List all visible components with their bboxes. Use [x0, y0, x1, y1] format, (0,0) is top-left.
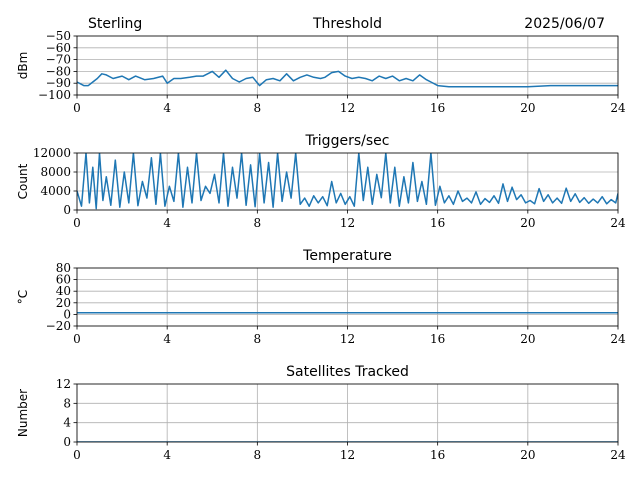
y-tick-label: 8000 — [40, 165, 71, 179]
y-axis-label-satellites: Number — [16, 389, 30, 437]
x-tick-label: 16 — [430, 101, 445, 115]
y-tick-label: −60 — [46, 41, 71, 55]
x-tick-label: 4 — [163, 101, 171, 115]
x-tick-label: 20 — [520, 101, 535, 115]
y-tick-label: 0 — [63, 435, 71, 449]
y-tick-label: −70 — [46, 53, 71, 67]
y-tick-label: 12 — [56, 377, 71, 391]
x-tick-label: 24 — [610, 216, 626, 230]
y-tick-label: −20 — [46, 319, 71, 333]
x-tick-label: 0 — [73, 101, 81, 115]
y-tick-label: 4000 — [40, 184, 71, 198]
y-tick-label: 20 — [56, 296, 71, 310]
chart-satellites: 0 4 8 12 16 20 24 0 4 8 12 Satellites Tracked Number — [16, 364, 626, 462]
y-tick-label: −90 — [46, 76, 71, 90]
y-axis-label-threshold: dBm — [16, 52, 30, 80]
y-tick-label: 40 — [56, 284, 71, 298]
y-tick-label: −100 — [38, 88, 71, 102]
y-tick-label: −80 — [46, 64, 71, 78]
x-tick-label: 20 — [520, 448, 535, 462]
y-tick-label: −50 — [46, 29, 71, 43]
x-tick-label: 20 — [520, 216, 535, 230]
y-tick-label: 0 — [63, 307, 71, 321]
x-tick-label: 4 — [163, 216, 171, 230]
x-tick-label: 16 — [430, 216, 445, 230]
x-tick-label: 24 — [610, 332, 626, 346]
chart-title-temperature: Temperature — [302, 248, 392, 264]
x-tick-label: 12 — [340, 448, 355, 462]
x-tick-label: 8 — [254, 216, 262, 230]
x-tick-label: 24 — [610, 101, 626, 115]
chart-triggers: 0 4 8 12 16 20 24 0 4000 8000 12000 Triggers/sec Cou… — [16, 133, 626, 230]
x-tick-label: 8 — [254, 448, 262, 462]
x-tick-label: 8 — [254, 101, 262, 115]
y-tick-label: 60 — [56, 273, 71, 287]
chart-title-satellites: Satellites Tracked — [286, 364, 409, 380]
x-tick-label: 0 — [73, 332, 81, 346]
series-line-triggers — [77, 153, 618, 210]
x-tick-label: 16 — [430, 448, 445, 462]
x-tick-label: 12 — [340, 101, 355, 115]
y-tick-label: 8 — [63, 396, 71, 410]
y-tick-label: 0 — [63, 203, 71, 217]
date-label: 2025/06/07 — [524, 16, 605, 32]
y-tick-label: 80 — [56, 261, 71, 275]
series-line-threshold — [77, 69, 618, 88]
chart-title-triggers: Triggers/sec — [305, 133, 390, 149]
chart-title-threshold: Threshold — [312, 16, 382, 32]
x-tick-label: 12 — [340, 332, 355, 346]
chart-threshold: 0 4 8 12 16 20 24 −100−90−80−70−60−50 Threshold d… — [16, 16, 626, 115]
y-axis-label-triggers: Count — [16, 163, 30, 199]
x-tick-label: 8 — [254, 332, 262, 346]
y-tick-label: 12000 — [33, 146, 71, 160]
x-tick-label: 24 — [610, 448, 626, 462]
x-tick-label: 0 — [73, 216, 81, 230]
x-tick-label: 12 — [340, 216, 355, 230]
x-tick-label: 0 — [73, 448, 81, 462]
y-axis-label-temperature: °C — [16, 290, 30, 304]
x-tick-label: 16 — [430, 332, 445, 346]
station-label: Sterling — [88, 16, 142, 32]
y-tick-label: 4 — [63, 416, 71, 430]
x-tick-label: 4 — [163, 448, 171, 462]
x-tick-label: 4 — [163, 332, 171, 346]
x-tick-label: 20 — [520, 332, 535, 346]
